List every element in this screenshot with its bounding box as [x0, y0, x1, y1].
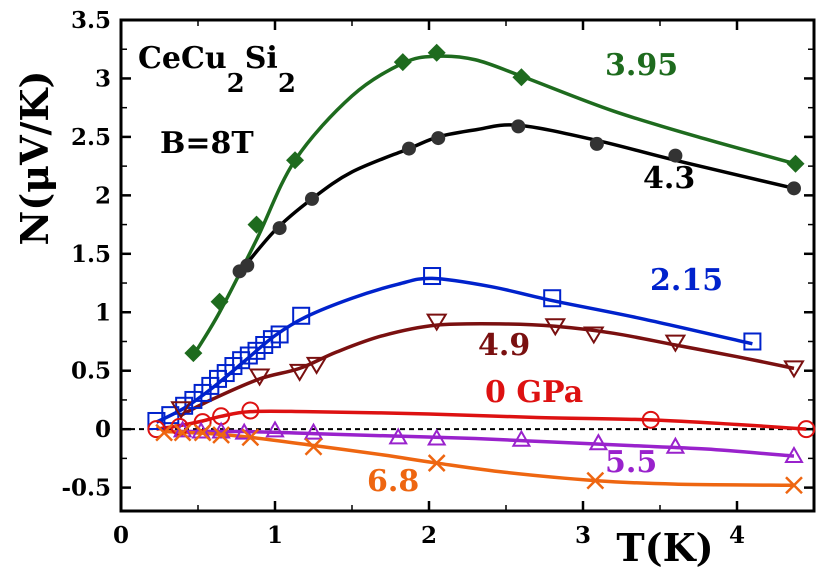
data-point: [665, 436, 686, 454]
data-point: [241, 401, 260, 420]
plot-frame: [119, 18, 816, 513]
data-point: [193, 423, 212, 442]
y-axis-label: N(μV/K): [12, 71, 57, 246]
data-point: [511, 429, 532, 447]
series-curves: [155, 54, 807, 488]
x-tick-label: 3: [575, 522, 591, 549]
data-point: [173, 423, 192, 442]
data-point: [586, 471, 605, 490]
y-tick-label: 2: [95, 182, 111, 209]
data-point: [786, 154, 805, 173]
data-point: [286, 151, 305, 170]
series-label: 4.3: [643, 161, 695, 196]
data-point: [641, 410, 660, 429]
data-point: [797, 420, 816, 439]
y-tick-label: 0.5: [71, 358, 111, 385]
series-label: 0 GPa: [485, 375, 583, 410]
compound-sub-1: 2: [227, 69, 245, 99]
data-point: [668, 148, 683, 163]
data-point: [401, 141, 416, 156]
data-point: [426, 428, 447, 446]
data-point: [511, 119, 526, 134]
data-point: [265, 420, 285, 438]
x-tick-label: 0: [113, 522, 129, 549]
data-point: [512, 68, 531, 87]
series-label: 5.5: [605, 445, 657, 480]
data-point: [288, 363, 311, 382]
data-point: [305, 356, 328, 375]
data-point: [248, 368, 271, 387]
series-label: 3.95: [605, 48, 678, 83]
series-labels: 3.95 4.3 2.15 4.9 0 GPa 5.5 6.8: [367, 48, 723, 499]
field-label: B=8T: [160, 126, 254, 161]
compound-main: CeCu: [138, 41, 227, 76]
data-point: [784, 446, 804, 464]
compound-mid: Si: [245, 41, 278, 76]
y-tick-label: 1.5: [71, 241, 111, 268]
data-point: [234, 422, 254, 440]
compound-sub-2: 2: [278, 69, 296, 99]
y-tick-label: 0: [95, 416, 111, 443]
data-point: [423, 267, 442, 286]
data-point: [272, 221, 287, 236]
data-point: [785, 476, 803, 495]
data-point: [304, 191, 319, 206]
data-point: [589, 136, 604, 151]
data-point: [170, 401, 192, 420]
x-axis-label: T(K): [616, 525, 713, 570]
data-point: [393, 53, 412, 72]
data-point: [155, 423, 174, 442]
series-label: 6.8: [367, 464, 419, 499]
data-point: [431, 131, 446, 146]
data-point: [427, 454, 446, 472]
data-point: [292, 306, 311, 325]
data-point: [304, 437, 323, 456]
series-line: [164, 429, 794, 488]
series-markers: [147, 43, 816, 495]
data-point: [583, 326, 605, 345]
data-point: [425, 313, 448, 332]
data-point: [664, 334, 687, 353]
data-point: [270, 325, 289, 344]
y-tick-label: 1: [95, 299, 111, 326]
series-label: 2.15: [650, 263, 723, 298]
data-point: [212, 426, 230, 444]
series-line: [238, 123, 795, 274]
series-line: [167, 429, 795, 458]
compound-label: CeCu2Si2: [138, 41, 296, 99]
y-tick-label: 3.5: [71, 7, 111, 34]
data-point: [543, 289, 562, 308]
data-point: [240, 258, 255, 273]
data-point: [783, 360, 805, 379]
data-point: [184, 344, 203, 363]
data-point: [161, 406, 180, 425]
series-line: [180, 321, 795, 417]
x-tick-label: 2: [421, 522, 437, 549]
data-point: [388, 427, 408, 445]
series-line: [156, 409, 807, 431]
data-point: [544, 318, 567, 337]
y-tick-label: 3: [95, 65, 111, 92]
data-point: [193, 413, 212, 432]
data-point: [743, 332, 762, 351]
series-label: 4.9: [478, 328, 530, 363]
data-point: [241, 428, 260, 447]
data-point: [147, 411, 166, 430]
data-point: [588, 433, 609, 451]
data-point: [303, 422, 324, 440]
data-point: [210, 292, 229, 311]
y-tick-label: 2.5: [71, 124, 111, 151]
y-tick-label: -0.5: [61, 475, 111, 502]
data-point: [147, 420, 166, 439]
series-line: [155, 276, 753, 424]
axis-ticks: -0.500.511.522.533.50 1 2 3 4: [61, 7, 814, 549]
data-point: [427, 43, 446, 62]
data-point: [786, 181, 801, 196]
x-tick-label: 4: [729, 522, 745, 549]
data-point: [247, 215, 266, 234]
series-line: [191, 54, 796, 357]
x-tick-label: 1: [267, 522, 283, 549]
